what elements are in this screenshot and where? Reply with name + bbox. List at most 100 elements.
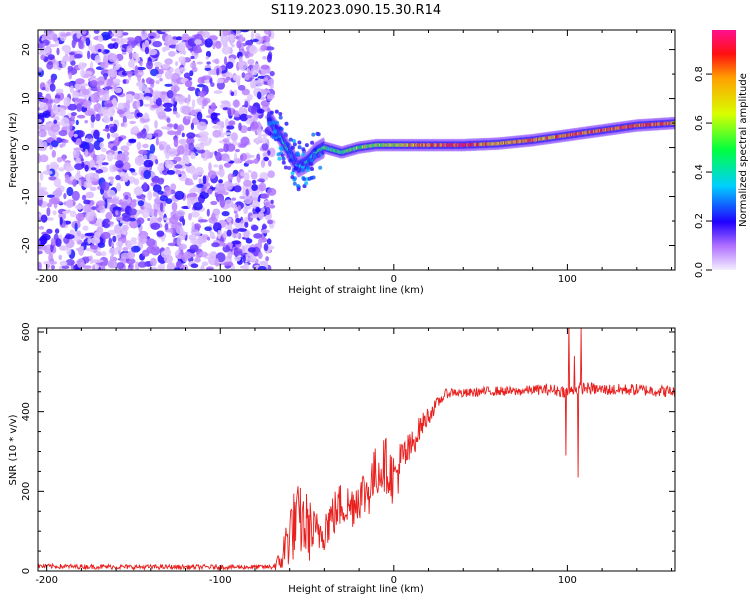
heatmap-cell bbox=[41, 87, 46, 91]
heatmap-cell bbox=[216, 67, 220, 76]
heatmap-cell bbox=[64, 82, 73, 87]
heatmap-cell bbox=[111, 97, 117, 107]
heatmap-cell bbox=[206, 61, 211, 65]
heatmap-cell bbox=[243, 262, 249, 270]
heatmap-cell bbox=[188, 142, 195, 152]
heatmap-cell bbox=[133, 186, 144, 196]
heatmap-cell bbox=[261, 136, 268, 144]
heatmap-cell bbox=[38, 181, 42, 188]
heatmap-cell bbox=[138, 84, 148, 92]
heatmap-cell bbox=[241, 88, 250, 96]
heatmap-cell bbox=[68, 72, 73, 80]
heatmap-cell bbox=[40, 54, 45, 60]
heatmap-cell bbox=[310, 140, 315, 145]
x-tick-label: 100 bbox=[558, 575, 577, 586]
heatmap-cell bbox=[94, 172, 99, 180]
heatmap-cell bbox=[81, 30, 87, 35]
heatmap-cell bbox=[271, 135, 276, 140]
heatmap-cell bbox=[216, 121, 224, 126]
heatmap-cell bbox=[263, 156, 269, 162]
heatmap-cell bbox=[155, 159, 159, 165]
heatmap-cell bbox=[175, 113, 181, 118]
heatmap-cell bbox=[175, 169, 182, 175]
heatmap-cell bbox=[184, 143, 190, 152]
heatmap-cell bbox=[136, 141, 142, 151]
heatmap-cell bbox=[41, 233, 51, 241]
heatmap-cell bbox=[80, 233, 85, 240]
heatmap-cell bbox=[136, 66, 146, 71]
heatmap-cell bbox=[267, 121, 272, 126]
heatmap-cell bbox=[246, 115, 253, 119]
heatmap-cell bbox=[113, 64, 120, 71]
heatmap-cell bbox=[161, 63, 170, 69]
y-tick-label: 10 bbox=[21, 92, 32, 105]
heatmap-cell bbox=[247, 93, 253, 101]
heatmap-cell bbox=[74, 163, 84, 171]
heatmap-cell bbox=[72, 91, 80, 99]
heatmap-cell bbox=[191, 99, 196, 109]
heatmap-cell bbox=[90, 237, 101, 245]
heatmap-cell bbox=[269, 204, 276, 209]
heatmap-cell bbox=[166, 123, 174, 128]
heatmap-cell bbox=[90, 80, 98, 87]
heatmap-cell bbox=[154, 91, 162, 96]
heatmap-cell bbox=[160, 126, 171, 130]
heatmap-cell bbox=[115, 210, 119, 216]
heatmap-cell bbox=[237, 228, 247, 232]
heatmap-cell bbox=[176, 260, 182, 269]
heatmap-cell bbox=[170, 211, 177, 215]
heatmap-cell bbox=[267, 170, 276, 178]
heatmap-cell bbox=[81, 194, 87, 201]
heatmap-cell bbox=[75, 138, 82, 146]
heatmap-cell bbox=[212, 43, 216, 50]
heatmap-cell bbox=[136, 210, 140, 216]
heatmap-cell bbox=[54, 187, 63, 198]
heatmap-cell bbox=[176, 209, 186, 217]
heatmap-cell bbox=[99, 141, 105, 149]
heatmap-cell bbox=[100, 106, 109, 115]
heatmap-cell bbox=[164, 107, 172, 112]
heatmap-cell bbox=[50, 243, 54, 253]
y-tick-label: 200 bbox=[21, 482, 32, 501]
heatmap-cell bbox=[138, 149, 148, 155]
heatmap-cell bbox=[96, 200, 106, 207]
heatmap-cell bbox=[213, 164, 219, 168]
colorbar-tick-label: 0.0 bbox=[694, 262, 705, 278]
heatmap-cell bbox=[295, 151, 300, 156]
heatmap-cell bbox=[76, 169, 81, 177]
heatmap-cell bbox=[166, 170, 176, 175]
heatmap-cell bbox=[113, 224, 122, 234]
heatmap-cell bbox=[239, 34, 244, 44]
heatmap-cell bbox=[284, 133, 288, 138]
y-tick-label: 400 bbox=[21, 402, 32, 421]
heatmap-cell bbox=[38, 240, 41, 245]
colorbar: 0.0 0.2 0.4 0.6 0.8 Normalized spectral ampl… bbox=[694, 30, 749, 278]
heatmap-cell bbox=[194, 39, 202, 45]
heatmap-cell bbox=[190, 263, 199, 269]
heatmap-cell bbox=[140, 205, 144, 210]
heatmap-cell bbox=[164, 83, 173, 87]
heatmap-cell bbox=[234, 255, 241, 262]
heatmap-cell bbox=[106, 80, 112, 88]
heatmap-cell bbox=[141, 30, 145, 35]
heatmap-cell bbox=[215, 40, 222, 49]
heatmap-cell bbox=[157, 111, 167, 120]
heatmap-cell bbox=[175, 224, 180, 231]
heatmap-cell bbox=[116, 262, 125, 270]
heatmap-cell bbox=[84, 120, 88, 124]
heatmap-cell bbox=[64, 177, 71, 184]
heatmap-cell bbox=[90, 75, 96, 79]
heatmap-cell bbox=[279, 147, 284, 152]
heatmap-cell bbox=[112, 30, 122, 38]
heatmap-cell bbox=[286, 149, 291, 154]
heatmap-cell bbox=[223, 143, 229, 153]
x-tick-label: -100 bbox=[209, 274, 232, 285]
heatmap-cell bbox=[291, 161, 296, 166]
heatmap-cell bbox=[104, 86, 113, 90]
heatmap-cell bbox=[199, 191, 209, 199]
heatmap-cell bbox=[38, 67, 43, 72]
heatmap-cell bbox=[80, 158, 84, 162]
heatmap-cell bbox=[240, 136, 250, 146]
